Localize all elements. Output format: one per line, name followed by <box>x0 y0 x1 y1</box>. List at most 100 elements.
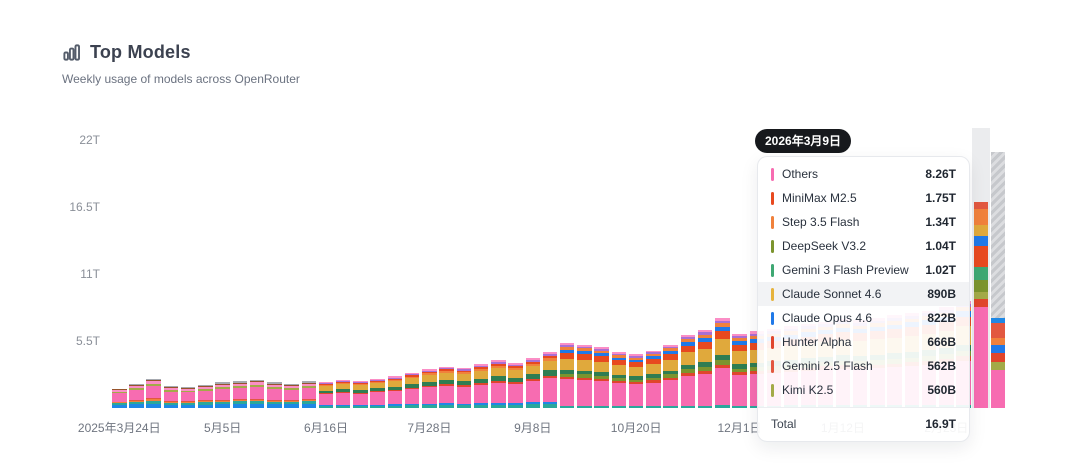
bar-segment-darkgreen <box>715 354 730 361</box>
bar-segment-purple <box>473 365 489 368</box>
stacked-bar-week-32[interactable] <box>663 344 678 408</box>
bar-segment-teal <box>335 405 351 408</box>
stacked-bar-week-9[interactable] <box>267 382 282 408</box>
stacked-bar-week-15[interactable] <box>370 378 385 408</box>
bar-segment-purple <box>577 346 592 349</box>
bar-segment-kimi <box>284 388 299 390</box>
stacked-bar-week-34[interactable] <box>697 330 713 408</box>
bar-segment-hunter <box>491 380 506 383</box>
bar-segment-hunter <box>749 371 764 375</box>
stacked-bar-week-31[interactable] <box>646 350 661 408</box>
bar-segment-others <box>473 384 489 404</box>
bar-segment-gray <box>146 378 161 381</box>
bar-segment-sonnet <box>559 358 575 370</box>
stacked-bar-week-18[interactable] <box>422 369 437 408</box>
bar-segment-deepseek <box>646 377 661 381</box>
bar-segment-opus <box>646 356 661 360</box>
bar-segment-kimi <box>267 387 282 389</box>
bar-segment-minimax <box>542 355 558 359</box>
bar-segment-purple <box>508 364 523 367</box>
bar-segment-sonnet <box>577 359 592 371</box>
stacked-bar-week-20[interactable] <box>456 367 472 408</box>
bar-segment-gemini25 <box>301 399 317 401</box>
stacked-bar-week-51[interactable] <box>990 317 1006 408</box>
stacked-bar-week-8[interactable] <box>249 379 265 408</box>
stacked-bar-week-23[interactable] <box>508 362 523 408</box>
stacked-bar-week-2[interactable] <box>146 378 161 408</box>
bar-segment-pink2 <box>594 347 609 349</box>
bar-segment-step <box>628 357 644 360</box>
bar-segment-others <box>715 368 730 406</box>
stacked-bar-week-13[interactable] <box>335 379 351 408</box>
stacked-bar-week-35[interactable] <box>715 317 730 408</box>
bar-segment-pink2 <box>439 366 454 369</box>
stacked-bar-week-28[interactable] <box>594 347 609 408</box>
bar-segment-pink2 <box>129 385 144 389</box>
stacked-bar-week-6[interactable] <box>215 382 230 408</box>
bar-segment-purple <box>439 368 454 370</box>
bar-segment-opus <box>611 357 627 361</box>
bar-segment-sonnet <box>594 361 609 372</box>
bar-segment-step <box>973 208 988 226</box>
bar-segment-pink2 <box>215 384 230 388</box>
bar-segment-brown <box>249 381 265 383</box>
bar-segment-opus <box>559 349 575 354</box>
bar-segment-hunter <box>370 391 385 393</box>
bar-segment-darkgreen <box>594 371 609 376</box>
stacked-bar-week-33[interactable] <box>680 334 696 408</box>
bar-segment-purple <box>749 333 764 336</box>
stacked-bar-week-25[interactable] <box>542 351 558 408</box>
bar-segment-minimax <box>473 367 489 369</box>
stacked-bar-week-24[interactable] <box>525 358 541 408</box>
bar-segment-step <box>715 323 730 327</box>
bar-segment-kimi <box>129 388 144 390</box>
bar-segment-hunter <box>473 382 489 385</box>
bar-segment-others <box>301 387 317 400</box>
bar-segment-pink2 <box>232 383 248 387</box>
stacked-bar-week-50[interactable] <box>973 202 988 408</box>
bar-segment-others <box>456 386 472 404</box>
bar-segment-darkgreen <box>646 374 661 378</box>
stacked-bar-week-26[interactable] <box>559 343 575 408</box>
stacked-bar-week-1[interactable] <box>129 383 144 408</box>
stacked-bar-week-16[interactable] <box>387 376 403 408</box>
bar-segment-step <box>577 348 592 351</box>
stacked-bar-week-30[interactable] <box>628 354 644 408</box>
stacked-bar-week-12[interactable] <box>318 382 334 408</box>
stacked-bar-week-22[interactable] <box>491 360 506 408</box>
bar-segment-brown <box>267 383 282 385</box>
stacked-bar-week-7[interactable] <box>232 381 248 408</box>
bar-segment-deepseek <box>680 369 696 373</box>
stacked-bar-week-10[interactable] <box>284 383 299 408</box>
bar-segment-step <box>129 400 144 403</box>
stacked-bar-week-17[interactable] <box>404 372 420 408</box>
bar-segment-step <box>456 372 472 375</box>
stacked-bar-week-11[interactable] <box>301 381 317 408</box>
bar-segment-hunter <box>577 377 592 381</box>
stacked-bar-week-36[interactable] <box>732 333 747 408</box>
bar-segment-step <box>749 335 764 339</box>
bar-segment-step <box>112 402 127 404</box>
bar-segment-teal <box>353 406 368 408</box>
stacked-bar-week-27[interactable] <box>577 344 592 408</box>
bar-segment-deepseek <box>577 374 592 378</box>
bar-segment-pink2 <box>335 379 351 382</box>
bar-segment-step <box>249 399 265 402</box>
bar-segment-hunter <box>715 364 730 369</box>
model-color-swatch <box>771 383 774 397</box>
bar-segment-gemini25 <box>146 398 161 400</box>
stacked-bar-week-4[interactable] <box>180 387 196 408</box>
bar-segment-sonnet <box>491 368 506 377</box>
stacked-bar-week-21[interactable] <box>473 364 489 408</box>
stacked-bar-week-3[interactable] <box>163 386 179 408</box>
bar-segment-step <box>284 400 299 403</box>
bar-segment-pink2 <box>732 333 747 336</box>
bar-segment-pink2 <box>404 372 420 375</box>
stacked-bar-week-14[interactable] <box>353 381 368 408</box>
stacked-bar-week-5[interactable] <box>198 384 213 408</box>
bar-segment-darkgreen <box>491 376 506 381</box>
stacked-bar-week-29[interactable] <box>611 351 627 408</box>
stacked-bar-week-0[interactable] <box>112 388 127 408</box>
stacked-bar-week-19[interactable] <box>439 366 454 408</box>
bar-segment-purple <box>353 382 368 384</box>
